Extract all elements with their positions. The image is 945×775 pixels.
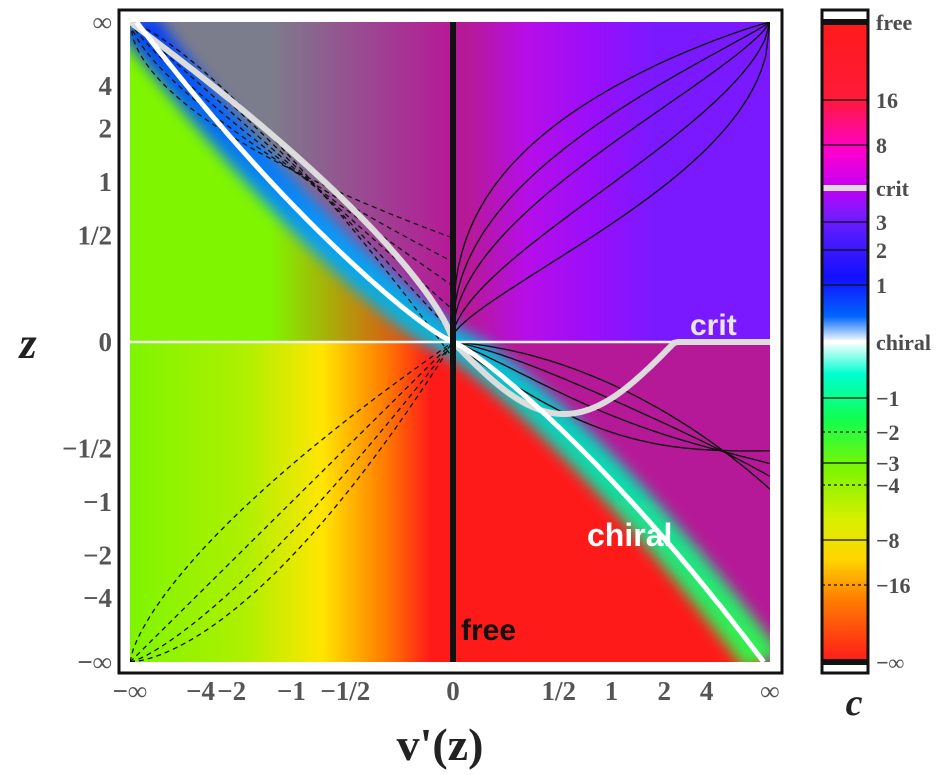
curve-negative-lower [130,341,454,662]
y-axis-label: z [17,319,36,368]
curve-negative-lower [130,341,454,662]
y-tick-label: 1 [99,167,113,197]
colorbar-tick-label: −4 [876,473,900,498]
x-tick-label: −∞ [113,676,148,706]
curve-positive-upper [452,22,770,336]
curve-positive-upper [452,22,770,336]
x-tick-label: −4 [186,676,215,706]
colorbar-tick-label: 8 [876,133,887,158]
colorbar-tick-label: 16 [876,88,898,113]
annotation-crit: crit [690,309,737,342]
colorbar-label: c [846,682,863,724]
x-tick-label: 1 [605,676,619,706]
y-tick-label: −∞ [77,647,112,677]
colorbar-lines [822,19,868,665]
colorbar-tick-label: free [876,10,912,35]
x-tick-label: −1/2 [320,676,370,706]
curve-negative-upper [130,22,454,359]
colorbar-tick-labels: free 16 8 crit 3 2 1 chiral −1 −2 −3−4 −8 −16 −∞ [876,10,931,675]
x-tick-label: 2 [658,676,672,706]
curve-positive-lower [452,341,770,465]
y-tick-labels: ∞ 4 2 1 1/2 0 −1/2 −1 −2 −4 −∞ [62,7,112,677]
colorbar-tick-label: crit [876,176,910,201]
colorbar-tick-label: −8 [876,528,900,553]
x-tick-label: −1 [277,676,306,706]
y-tick-label: −1/2 [62,434,112,464]
x-tick-label: ∞ [760,676,779,706]
colorbar: free 16 8 crit 3 2 1 chiral −1 −2 −3−4 −8 −16 −∞ c [820,8,931,724]
x-tick-label: 1/2 [541,676,576,706]
y-tick-label: −1 [83,487,112,517]
colorbar-tick-label: chiral [876,330,931,355]
colorbar-tick-label: 3 [876,210,887,235]
curve-negative-lower [130,341,454,662]
annotation-chiral: chiral [587,517,672,553]
curve-positive-upper [452,22,770,336]
y-tick-label: 4 [99,71,113,101]
x-tick-label: 0 [446,676,460,706]
x-axis-label: v'(z) [397,719,484,770]
curve-negative-upper [130,22,454,239]
colorbar-tick-label: −2 [876,420,900,445]
colorbar-frame [820,8,870,675]
curve-positive-upper [452,22,770,336]
curve-family [130,22,770,662]
curve-positive-upper [452,22,770,336]
y-tick-label: −4 [83,583,112,613]
y-tick-label: ∞ [93,7,112,37]
x-tick-labels: −∞ −4 −2 −1 −1/2 0 1/2 1 2 4 ∞ [113,676,780,706]
colorbar-tick-label: 2 [876,238,887,263]
y-tick-label: −2 [83,540,112,570]
colorbar-tick-label: −16 [876,573,911,598]
x-tick-label: −2 [217,676,246,706]
x-tick-label: 4 [700,676,714,706]
colorbar-tick-label: −1 [876,386,900,411]
y-tick-label: 0 [99,327,113,357]
y-tick-label: 2 [99,114,113,144]
y-tick-label: 1/2 [77,220,112,250]
curve-positive-lower [452,341,770,490]
annotation-free: free [461,614,516,647]
colorbar-tick-label: −∞ [876,650,905,675]
plot-frame [117,8,784,675]
colorbar-tick-label: −3 [876,451,900,476]
colorbar-tick-label: 1 [876,273,887,298]
curve-negative-upper [130,22,454,287]
